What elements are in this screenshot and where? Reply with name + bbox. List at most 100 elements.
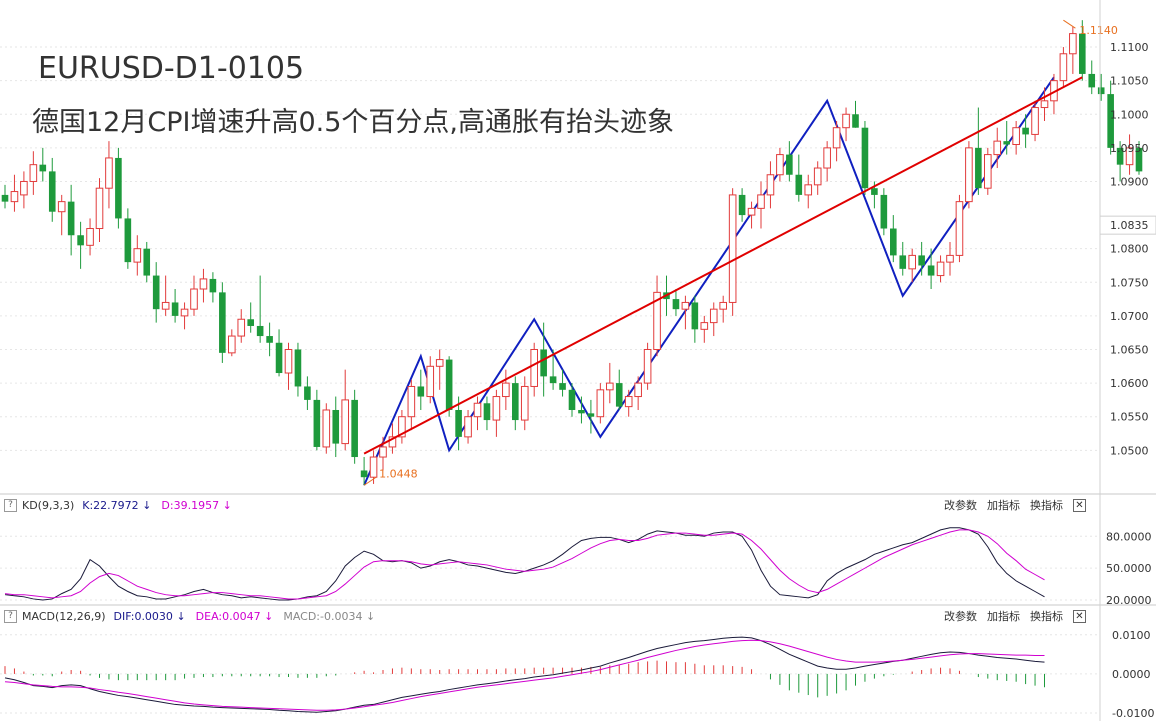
candle-body [237,318,246,337]
candle-body [549,376,557,384]
edit-params-button[interactable]: 改参数 [944,610,977,623]
close-icon[interactable]: ✕ [1073,498,1086,512]
candle-body [190,288,198,310]
zigzag-wave-line [363,76,1055,486]
switch-indicator-button[interactable]: 换指标 [1030,499,1063,512]
candle-body [502,382,510,398]
candle-body [927,265,935,276]
candle-body [133,248,142,263]
candle-body [417,386,425,397]
candle-body [719,301,728,310]
candle-body [832,127,841,149]
symbol-title: EURUSD-D1-0105 [38,51,304,86]
candle-body [568,389,576,410]
macd-axis: 0.0100 0.0000 -0.0100 [1112,629,1154,720]
candle-body [578,409,585,414]
candle-body [955,201,964,256]
candle-body [634,382,642,398]
candle-body [1069,33,1077,55]
candle-body [587,413,595,417]
edit-params-button[interactable]: 改参数 [944,499,977,512]
arrow-down-icon: ↓ [142,498,152,512]
macd-tools: 改参数 加指标 换指标 ✕ [944,608,1086,624]
candle-body [918,255,925,266]
candle-body [67,201,75,236]
candle-body [823,147,831,169]
candle-body [105,157,113,189]
arrow-down-icon: ↓ [176,609,186,623]
candle-body [1012,127,1020,146]
candle-body [1059,53,1068,82]
candle-body [512,383,519,421]
candle-body [776,154,784,176]
candle-body [520,385,529,421]
add-indicator-button[interactable]: 加指标 [987,610,1020,623]
candle-body [180,308,189,317]
add-indicator-button[interactable]: 加指标 [987,499,1020,512]
candle-body [86,228,94,246]
candle-body [1116,147,1124,165]
price-tick-label: 1.0900 [1110,175,1149,188]
trend-line-segment [363,76,1083,455]
high-price-label: 1.1140 [1079,24,1118,37]
candle-body [728,194,737,303]
price-tick-label: 1.0600 [1110,377,1149,390]
price-candles [1,20,1143,486]
candle-body [1,194,9,202]
candle-body [738,194,746,216]
help-icon[interactable]: ? [4,498,17,512]
macd-tick-label: -0.0100 [1112,707,1154,720]
arrow-down-icon: ↓ [264,609,274,623]
candle-body [294,349,302,387]
candle-body [653,291,661,350]
price-tick-label: 1.0800 [1110,243,1149,256]
candle-body [908,254,917,270]
candle-body [48,171,56,212]
candle-body [871,188,878,195]
candle-body [115,157,122,219]
candle-body [691,302,699,330]
price-tick-label: 1.1050 [1110,75,1149,88]
candle-body [1003,141,1010,145]
candle-body [624,396,633,408]
kd-axis: 80.0000 50.0000 20.0000 [1106,530,1152,607]
candle-body [1031,107,1039,135]
candle-body [473,402,482,418]
candle-body [152,275,160,310]
trend-line [363,76,1083,455]
candle-body [946,254,954,263]
annotation-leader [363,476,377,486]
kd-lines [4,527,1045,601]
zigzag-polyline [363,76,1055,486]
candle-body [492,396,501,421]
candle-body [445,359,453,410]
candle-body [228,335,236,354]
candle-body [379,446,387,458]
macd-tick-label: 0.0100 [1112,629,1151,642]
close-icon[interactable]: ✕ [1073,609,1086,623]
candle-body [388,436,397,448]
candle-body [57,201,66,213]
macd-header: ? MACD(12,26,9) DIF:0.0030 ↓ DEA:0.0047 … [0,607,1100,625]
candle-body [861,127,869,189]
price-axis: 1.1100 1.1050 1.1000 1.0950 1.0900 1.0835 1.08… [1099,41,1156,457]
candle-body [813,167,822,186]
price-tick-label: 1.0550 [1110,411,1149,424]
candle-body [322,409,331,448]
candle-body [332,409,340,444]
kd-tick-label: 20.0000 [1106,594,1152,607]
candle-body [984,154,992,189]
macd-hist-value: MACD:-0.0034 ↓ [283,609,376,623]
candle-body [842,113,850,129]
dif-line [4,636,1045,713]
candle-body [1097,87,1105,95]
switch-indicator-button[interactable]: 换指标 [1030,610,1063,623]
candle-body [483,403,491,421]
candle-body [643,348,652,384]
help-icon[interactable]: ? [4,609,17,623]
candle-body [39,164,47,172]
kd-header: ? KD(9,3,3) K:22.7972 ↓ D:39.1957 ↓ 改参数 … [0,496,1100,514]
candle-body [219,292,226,353]
candle-body [95,187,104,230]
